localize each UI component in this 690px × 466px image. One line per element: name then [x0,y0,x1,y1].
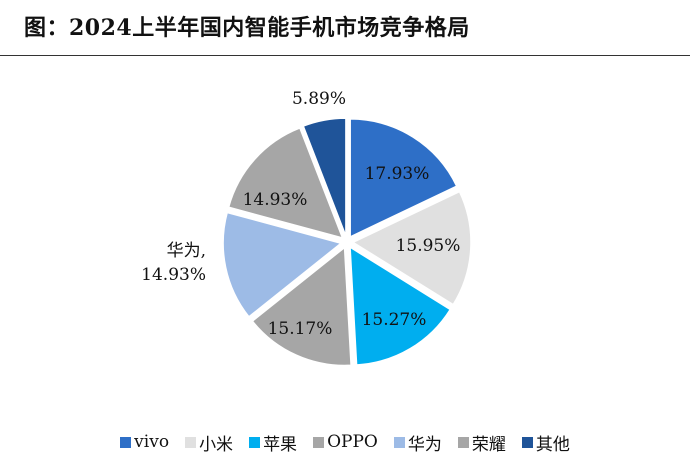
legend-item-OPPO: OPPO [313,432,378,452]
legend-label: 小米 [199,434,234,455]
pie-slice-华为 [222,211,343,318]
legend-label: vivo [134,432,170,452]
legend-item-苹果: 苹果 [249,430,297,455]
legend-swatch [393,436,405,448]
slice-label-小米: 15.95% [396,236,461,256]
legend-swatch [313,436,325,448]
pie-slice-苹果 [349,245,452,366]
title-divider [0,55,690,56]
legend-swatch [185,436,197,448]
legend-item-vivo: vivo [120,432,169,452]
slice-label-华为: 华为, 14.93% [141,241,206,285]
legend-swatch [457,436,469,448]
slice-label-其他: 5.89% [292,89,346,109]
legend-label: OPPO [327,432,378,452]
pie-slice-荣耀 [227,126,344,240]
legend-swatch [521,436,533,448]
legend-item-华为: 华为 [393,430,442,455]
pie-slice-小米 [351,190,472,306]
slice-label-OPPO: 15.17% [268,319,333,339]
slice-label-苹果: 15.27% [362,310,427,330]
slice-label-vivo: 17.93% [365,164,430,184]
legend-label: 其他 [535,434,570,455]
legend-swatch [120,436,132,448]
legend-item-荣耀: 荣耀 [457,430,506,455]
legend-swatch [249,436,261,448]
chart-legend: vivo 小米 苹果 OPPO 华为 荣耀 其他 [0,430,690,455]
pie-slice-vivo [349,118,458,239]
pie-slice-OPPO [251,245,352,367]
legend-item-小米: 小米 [185,430,233,455]
legend-label: 荣耀 [471,434,506,455]
legend-label: 苹果 [263,434,298,455]
pie-slice-其他 [302,117,347,237]
legend-label: 华为 [407,434,442,455]
figure-title: 图：2024上半年国内智能手机市场竞争格局 [24,15,470,41]
legend-item-其他: 其他 [521,430,570,455]
slice-label-荣耀: 14.93% [243,190,308,210]
